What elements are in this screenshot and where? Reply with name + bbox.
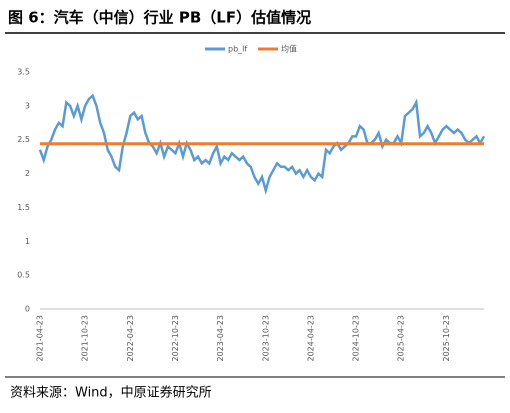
y-tick-label: 0.5 — [17, 271, 30, 280]
y-tick-label: 0 — [25, 305, 30, 314]
x-tick-label: 2024-04-23 — [306, 315, 315, 362]
x-tick-label: 2022-04-23 — [126, 315, 135, 362]
x-tick-label: 2021-04-23 — [36, 315, 45, 362]
x-tick-label: 2023-10-23 — [261, 315, 270, 362]
legend-label: pb_lf — [228, 45, 247, 54]
y-tick-label: 2 — [25, 169, 30, 178]
legend-label: 均值 — [281, 44, 297, 54]
x-tick-label: 2024-10-23 — [352, 315, 361, 362]
source: 资料来源：Wind，中原证券研究所 — [10, 385, 212, 401]
y-tick-label: 3.5 — [17, 68, 30, 77]
y-tick-label: 1 — [25, 237, 30, 246]
x-tick-label: 2025-04-23 — [397, 315, 406, 362]
series-line — [38, 93, 486, 196]
x-tick-label: 2025-10-23 — [442, 315, 451, 362]
x-tick-label: 2022-10-23 — [171, 315, 180, 362]
y-tick-label: 3 — [25, 101, 30, 110]
chart-title: 图 6：汽车（中信）行业 PB（LF）估值情况 — [8, 9, 311, 27]
y-tick-label: 1.5 — [17, 203, 30, 212]
y-tick-label: 2.5 — [17, 135, 30, 144]
x-tick-label: 2021-10-23 — [81, 315, 90, 362]
x-tick-label: 2023-04-23 — [216, 315, 225, 362]
